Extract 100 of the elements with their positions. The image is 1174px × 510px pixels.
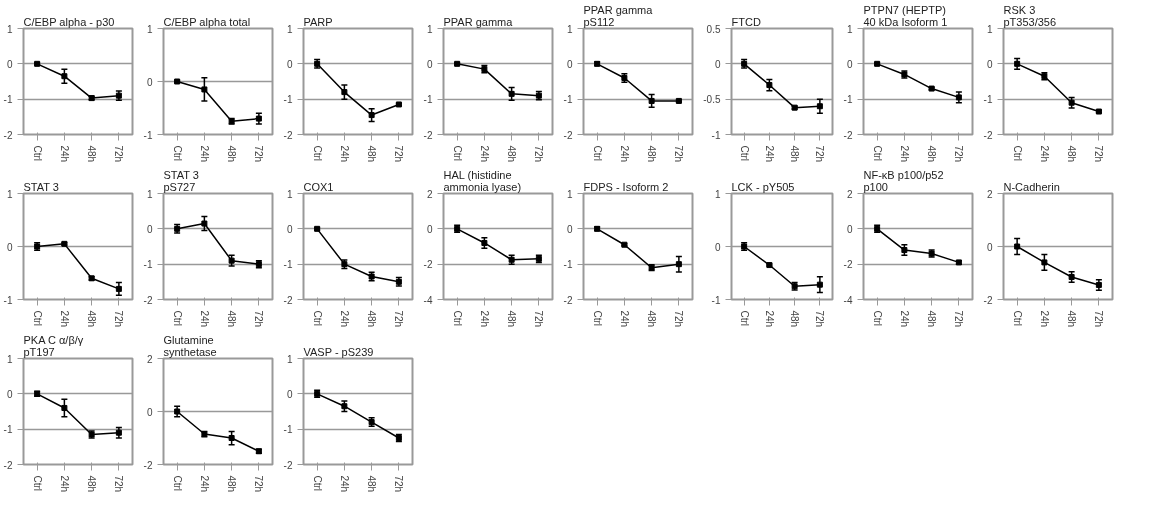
x-tick-label: 48h [366,145,378,163]
y-tick-label: -1 [283,424,293,436]
chart-title: PTPN7 (HEPTP) 40 kDa Isoform 1 [863,3,948,28]
y-tick-label: 0 [286,223,293,235]
x-tick-label: Ctrl [871,310,883,327]
y-tick-label: 2 [846,188,853,200]
x-tick-label: 24h [1038,145,1050,163]
x-tick-label: 72h [253,145,265,163]
y-tick-label: 1 [286,23,293,35]
y-tick-label: 0 [146,223,153,235]
chart-title: FDPS - Isoform 2 [583,180,669,193]
y-tick-label: 2 [986,188,993,200]
chart-title: PARP [303,15,333,28]
y-tick-label: 0 [146,76,153,88]
x-tick-label: 24h [478,145,490,163]
y-tick-label: 1 [566,188,573,200]
y-tick-label: -1 [3,294,13,306]
chart-title: PPAR gamma [443,15,514,28]
x-tick-label: Ctrl [738,310,750,327]
y-tick-label: 1 [146,23,153,35]
y-tick-label: 0 [566,223,573,235]
x-tick-label: 48h [926,310,938,328]
y-tick-label: 0 [286,388,293,400]
x-tick-label: 48h [506,310,518,328]
y-tick-label: 1 [714,188,721,200]
x-tick-label: 24h [898,310,910,328]
x-tick-label: 24h [338,475,350,493]
y-tick-label: -1 [143,259,153,271]
y-tick-label: -2 [983,294,993,306]
x-tick-label: 48h [366,475,378,493]
chart-title: PPAR gamma pS112 [583,3,654,28]
y-tick-label: 1 [286,188,293,200]
x-tick-label: 24h [338,310,350,328]
x-tick-label: 72h [113,310,125,328]
y-tick-label: -2 [143,459,153,471]
y-tick-label: 1 [6,353,13,365]
x-tick-label: Ctrl [171,145,183,162]
y-tick-label: -2 [843,129,853,141]
x-tick-label: Ctrl [591,145,603,162]
y-tick-label: 0 [6,388,13,400]
x-tick-label: 24h [58,475,70,493]
x-tick-label: 24h [478,310,490,328]
x-tick-label: 48h [1066,310,1078,328]
x-tick-label: 24h [198,145,210,163]
x-tick-label: 24h [618,310,630,328]
x-tick-label: 72h [113,145,125,163]
y-tick-label: -1 [563,259,573,271]
chart-title: C/EBP alpha - p30 [23,15,115,28]
x-tick-label: 72h [814,145,826,163]
x-tick-label: Ctrl [31,475,43,492]
x-tick-label: 24h [58,145,70,163]
x-tick-label: 24h [58,310,70,328]
y-tick-label: 1 [6,188,13,200]
chart-title: LCK - pY505 [731,180,795,193]
chart-title: N-Cadherin [1003,180,1060,193]
y-tick-label: -1 [3,94,13,106]
chart-title: FTCD [731,15,761,28]
x-tick-label: 72h [673,145,685,163]
chart-title: PKA C α/β/γ pT197 [23,333,84,358]
chart-title: Glutamine synthetase [163,333,217,358]
y-tick-label: -1 [983,94,993,106]
y-tick-label: 0 [714,58,721,70]
y-tick-label: -2 [3,129,13,141]
x-tick-label: 48h [226,310,238,328]
x-tick-label: Ctrl [451,145,463,162]
y-tick-label: -2 [423,259,433,271]
x-tick-label: 72h [814,310,826,328]
y-tick-label: 1 [566,23,573,35]
y-tick-label: 1 [426,23,433,35]
y-tick-label: 1 [286,353,293,365]
x-tick-label: Ctrl [1011,145,1023,162]
chart-title: NF-κB p100/p52 p100 [863,168,944,193]
x-tick-label: 72h [393,475,405,493]
x-tick-label: 72h [393,310,405,328]
x-tick-label: 48h [366,310,378,328]
x-tick-label: 24h [763,145,775,163]
y-tick-label: -2 [983,129,993,141]
y-tick-label: -4 [843,294,853,306]
x-tick-label: 48h [226,145,238,163]
x-tick-label: Ctrl [31,145,43,162]
y-tick-label: 0 [426,58,433,70]
y-tick-label: -1 [711,129,721,141]
x-tick-label: Ctrl [311,145,323,162]
x-tick-label: 48h [926,145,938,163]
y-tick-label: -2 [283,129,293,141]
x-tick-label: 48h [86,145,98,163]
x-tick-label: 24h [1038,310,1050,328]
x-tick-label: Ctrl [591,310,603,327]
y-tick-label: -2 [143,294,153,306]
x-tick-label: 24h [198,475,210,493]
y-tick-label: 1 [146,188,153,200]
x-tick-label: 24h [618,145,630,163]
y-tick-label: -2 [283,459,293,471]
x-tick-label: 48h [506,145,518,163]
x-tick-label: 48h [646,145,658,163]
y-tick-label: -2 [563,129,573,141]
chart-title: STAT 3 [23,180,59,193]
y-tick-label: -1 [563,94,573,106]
y-tick-label: -2 [423,129,433,141]
x-tick-label: Ctrl [871,145,883,162]
